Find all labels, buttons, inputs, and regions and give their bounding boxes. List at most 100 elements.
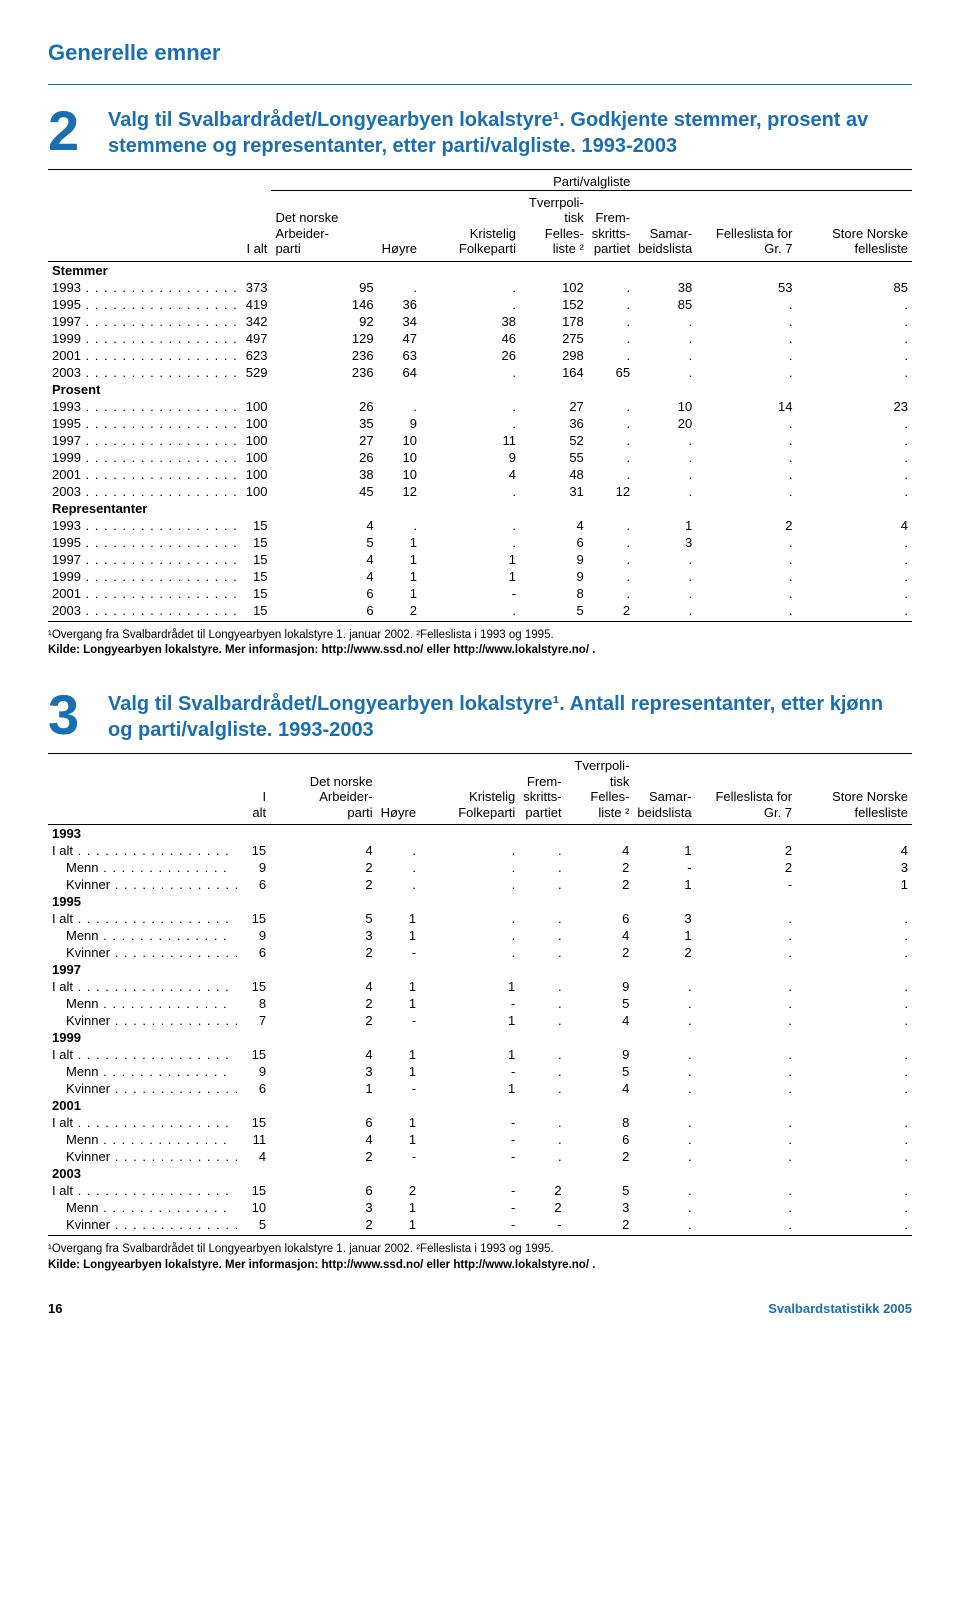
cell: . [633,1148,695,1165]
cell: 9 [421,449,520,466]
cell: . [588,415,634,432]
cell: . [421,296,520,313]
table-row: Kvinner521--2... [48,1216,912,1233]
cell: . [588,568,634,585]
row-label: I alt [48,1046,243,1063]
cell: 2 [566,1148,634,1165]
cell: 10 [378,466,421,483]
cell: . [696,347,796,364]
cell: 1 [377,978,420,995]
cell: . [796,1012,912,1029]
cell: . [796,1080,912,1097]
cell: 100 [242,398,272,415]
cell: . [796,347,912,364]
cell: 1 [377,910,420,927]
row-label: 1999 [48,449,242,466]
cell: 3 [270,1063,377,1080]
cell: . [696,1046,796,1063]
cell: . [634,432,696,449]
cell: . [588,398,634,415]
cell: . [633,1114,695,1131]
cell: . [519,1080,565,1097]
cell: . [588,330,634,347]
cell: . [420,910,519,927]
cell: 15 [242,517,272,534]
cell: 1 [377,1131,420,1148]
cell: 10 [378,449,421,466]
header-rule [48,84,912,85]
cell: 2 [566,876,634,893]
year-label: 2003 [48,1165,912,1182]
cell: . [377,876,420,893]
cell: . [420,859,519,876]
cell: . [696,330,796,347]
cell: . [633,1012,695,1029]
row-label: 1993 [48,398,242,415]
row-label: 1997 [48,551,242,568]
cell: 5 [566,995,634,1012]
cell: . [420,944,519,961]
cell: 1 [796,876,912,893]
cell: . [796,978,912,995]
cell: 1 [377,1199,420,1216]
cell: 3 [270,1199,377,1216]
cell: 1 [377,1114,420,1131]
cell: 419 [242,296,272,313]
cell: 2 [270,859,377,876]
cell: . [519,1063,565,1080]
table-row: I alt1551..63.. [48,910,912,927]
cell: . [696,1012,796,1029]
cell: . [633,1063,695,1080]
table-row: 20016232366326298.... [48,347,912,364]
cell: 6 [271,585,377,602]
cell: . [519,1148,565,1165]
table-row: 19994971294746275.... [48,330,912,347]
cell: 1 [633,876,695,893]
table-row: Kvinner62-..22.. [48,944,912,961]
cell: . [696,927,796,944]
cell: . [634,347,696,364]
cell: 38 [421,313,520,330]
cell: . [633,978,695,995]
cell: . [796,995,912,1012]
table-row: 1995100359.36.20.. [48,415,912,432]
cell: . [519,995,565,1012]
table-2-col: Frem-skritts-partiet [588,190,634,261]
row-label: Menn [48,859,243,876]
cell: . [634,330,696,347]
cell: - [420,1182,519,1199]
table-row: 19951551.6.3.. [48,534,912,551]
row-label: 2001 [48,466,242,483]
cell: . [633,1216,695,1233]
cell: 2 [588,602,634,619]
cell: 64 [378,364,421,381]
row-label: Kvinner [48,876,243,893]
cell: . [796,1063,912,1080]
cell: 129 [271,330,377,347]
cell: 38 [634,279,696,296]
table-row: Menn92...2-23 [48,859,912,876]
cell: . [588,466,634,483]
cell: 4 [796,842,912,859]
cell: 5 [243,1216,270,1233]
table-3-col: Felleslista for Gr. 7 [696,754,796,825]
cell: 2 [566,859,634,876]
table-3-footnote: ¹Overgang fra Svalbardrådet til Longyear… [48,1242,912,1273]
cell: 9 [566,1046,634,1063]
cell: - [420,1131,519,1148]
cell: . [588,551,634,568]
cell: 6 [270,1182,377,1199]
cell: 1 [378,551,421,568]
row-label: 1997 [48,313,242,330]
cell: . [519,876,565,893]
row-label: Kvinner [48,1216,243,1233]
cell: . [796,910,912,927]
cell: 342 [242,313,272,330]
cell: - [420,1148,519,1165]
cell: 6 [566,1131,634,1148]
cell: 1 [420,1080,519,1097]
table-row: Menn931..41.. [48,927,912,944]
cell: 15 [243,910,270,927]
table-3-col: Høyre [377,754,420,825]
cell: 27 [271,432,377,449]
